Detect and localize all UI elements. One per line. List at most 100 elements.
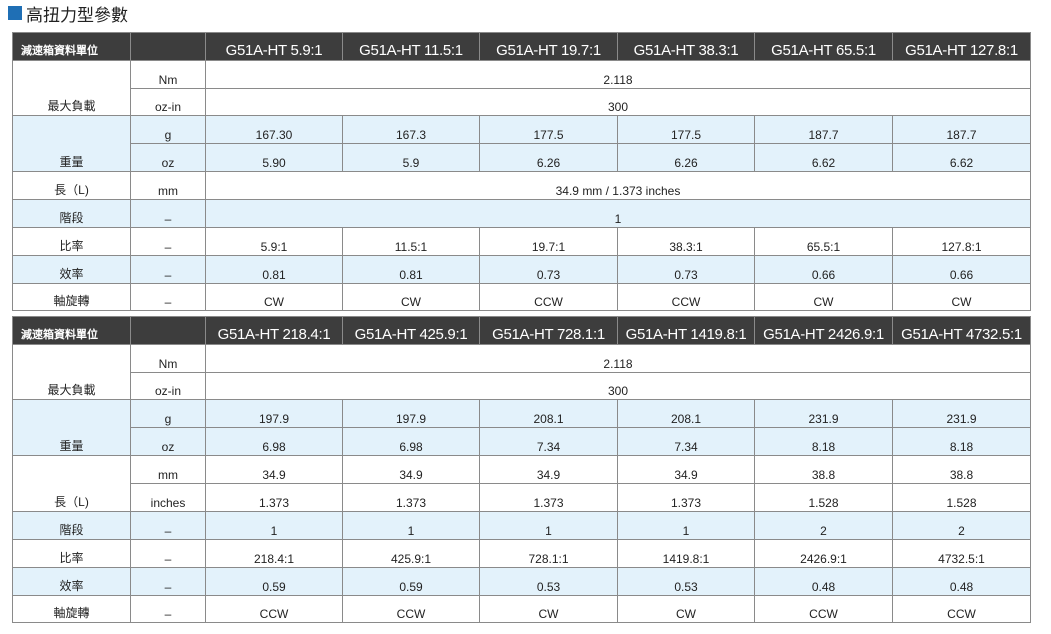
table-row: 軸旋轉 – CCW CCW CW CW CCW CCW — [12, 595, 1031, 623]
model-header: G51A-HT 19.7:1 — [479, 32, 618, 61]
table-row: 最大負載 Nm 2.118 — [12, 60, 1031, 116]
ratio-cell: 425.9:1 — [342, 539, 480, 568]
weight-oz-cell: 8.18 — [892, 427, 1031, 456]
unit-cell: g — [130, 399, 206, 428]
row-label-efficiency: 效率 — [12, 567, 131, 596]
length-inches-cell: 1.373 — [342, 483, 480, 512]
weight-oz-cell: 7.34 — [479, 427, 618, 456]
unit-cell: – — [130, 567, 206, 596]
header-label: 減速箱資料單位 — [12, 316, 131, 345]
model-header: G51A-HT 1419.8:1 — [617, 316, 755, 345]
unit-cell: – — [130, 511, 206, 540]
model-header: G51A-HT 728.1:1 — [479, 316, 618, 345]
unit-cell: mm — [130, 455, 206, 484]
weight-g-cell: 177.5 — [617, 115, 755, 144]
table-row: oz 6.98 6.98 7.34 7.34 8.18 8.18 — [13, 427, 1031, 456]
weight-oz-cell: 6.62 — [754, 143, 893, 172]
length-mm-cell: 34.9 — [342, 455, 480, 484]
table-row: 效率 – 0.81 0.81 0.73 0.73 0.66 0.66 — [12, 255, 1031, 284]
model-header: G51A-HT 127.8:1 — [892, 32, 1031, 61]
unit-cell: – — [130, 283, 206, 311]
weight-oz-cell: 5.9 — [342, 143, 480, 172]
model-header: G51A-HT 425.9:1 — [342, 316, 480, 345]
unit-cell: g — [130, 115, 206, 144]
length-mm-cell: 34.9 — [479, 455, 618, 484]
weight-oz-cell: 7.34 — [617, 427, 755, 456]
weight-g-cell: 197.9 — [342, 399, 480, 428]
model-header: G51A-HT 2426.9:1 — [754, 316, 893, 345]
length-mm-cell: 34.9 — [617, 455, 755, 484]
weight-g-cell: 187.7 — [754, 115, 893, 144]
unit-cell: Nm — [130, 60, 206, 89]
stage-cell: 1 — [205, 511, 343, 540]
length-mm-cell: 34.9 — [205, 455, 343, 484]
weight-oz-cell: 6.26 — [617, 143, 755, 172]
weight-oz-cell: 6.26 — [479, 143, 618, 172]
row-label-max-load: 最大負載 — [12, 344, 131, 400]
model-header: G51A-HT 4732.5:1 — [892, 316, 1031, 345]
rotation-cell: CCW — [205, 595, 343, 623]
model-header: G51A-HT 11.5:1 — [342, 32, 480, 61]
weight-oz-cell: 5.90 — [205, 143, 343, 172]
stage-cell: 1 — [342, 511, 480, 540]
ratio-cell: 1419.8:1 — [617, 539, 755, 568]
rotation-cell: CCW — [479, 283, 618, 311]
table-row: 重量 g 197.9 197.9 208.1 208.1 231.9 231.9 — [12, 399, 1031, 456]
table-row: 重量 g 167.30 167.3 177.5 177.5 187.7 187.… — [12, 115, 1031, 172]
efficiency-cell: 0.48 — [754, 567, 893, 596]
rotation-cell: CCW — [892, 595, 1031, 623]
rotation-cell: CCW — [342, 595, 480, 623]
rotation-cell: CCW — [617, 283, 755, 311]
ratio-cell: 127.8:1 — [892, 227, 1031, 256]
row-label-max-load: 最大負載 — [12, 60, 131, 116]
table-row: 階段 – 1 — [12, 199, 1031, 228]
page-title-text: 高扭力型參數 — [26, 5, 128, 26]
ratio-cell: 5.9:1 — [205, 227, 343, 256]
table-header-row: 減速箱資料單位 G51A-HT 218.4:1 G51A-HT 425.9:1 … — [12, 316, 1031, 345]
weight-oz-cell: 6.98 — [205, 427, 343, 456]
rotation-cell: CCW — [754, 595, 893, 623]
length-mm-cell: 38.8 — [892, 455, 1031, 484]
table-header-row: 減速箱資料單位 G51A-HT 5.9:1 G51A-HT 11.5:1 G51… — [12, 32, 1031, 61]
row-label-weight: 重量 — [12, 399, 131, 456]
weight-g-cell: 208.1 — [617, 399, 755, 428]
efficiency-cell: 0.66 — [754, 255, 893, 284]
row-label-ratio: 比率 — [12, 539, 131, 568]
row-label-ratio: 比率 — [12, 227, 131, 256]
max-load-ozin-value: 300 — [205, 88, 1031, 116]
ratio-cell: 19.7:1 — [479, 227, 618, 256]
length-inches-cell: 1.528 — [892, 483, 1031, 512]
row-label-rotation: 軸旋轉 — [12, 595, 131, 623]
unit-cell: oz — [130, 143, 206, 172]
efficiency-cell: 0.81 — [205, 255, 343, 284]
weight-oz-cell: 6.98 — [342, 427, 480, 456]
efficiency-cell: 0.59 — [205, 567, 343, 596]
length-inches-cell: 1.373 — [479, 483, 618, 512]
ratio-cell: 2426.9:1 — [754, 539, 893, 568]
row-label-stage: 階段 — [12, 199, 131, 228]
weight-g-cell: 177.5 — [479, 115, 618, 144]
rotation-cell: CW — [617, 595, 755, 623]
ratio-cell: 218.4:1 — [205, 539, 343, 568]
max-load-nm-value: 2.118 — [205, 60, 1031, 89]
unit-cell: – — [130, 595, 206, 623]
efficiency-cell: 0.53 — [479, 567, 618, 596]
row-label-efficiency: 效率 — [12, 255, 131, 284]
unit-cell: inches — [130, 483, 206, 512]
table-row: 長（L) mm 34.9 mm / 1.373 inches — [12, 171, 1031, 200]
ratio-cell: 11.5:1 — [342, 227, 480, 256]
efficiency-cell: 0.73 — [617, 255, 755, 284]
weight-g-cell: 187.7 — [892, 115, 1031, 144]
length-inches-cell: 1.373 — [617, 483, 755, 512]
unit-cell: mm — [130, 171, 206, 200]
stage-cell: 1 — [479, 511, 618, 540]
rotation-cell: CW — [479, 595, 618, 623]
table-row: 階段 – 1 1 1 1 2 2 — [12, 511, 1031, 540]
model-header: G51A-HT 5.9:1 — [205, 32, 343, 61]
unit-cell: – — [130, 255, 206, 284]
length-value: 34.9 mm / 1.373 inches — [205, 171, 1031, 200]
stage-cell: 1 — [617, 511, 755, 540]
stage-cell: 2 — [754, 511, 893, 540]
weight-g-cell: 197.9 — [205, 399, 343, 428]
model-header: G51A-HT 218.4:1 — [205, 316, 343, 345]
